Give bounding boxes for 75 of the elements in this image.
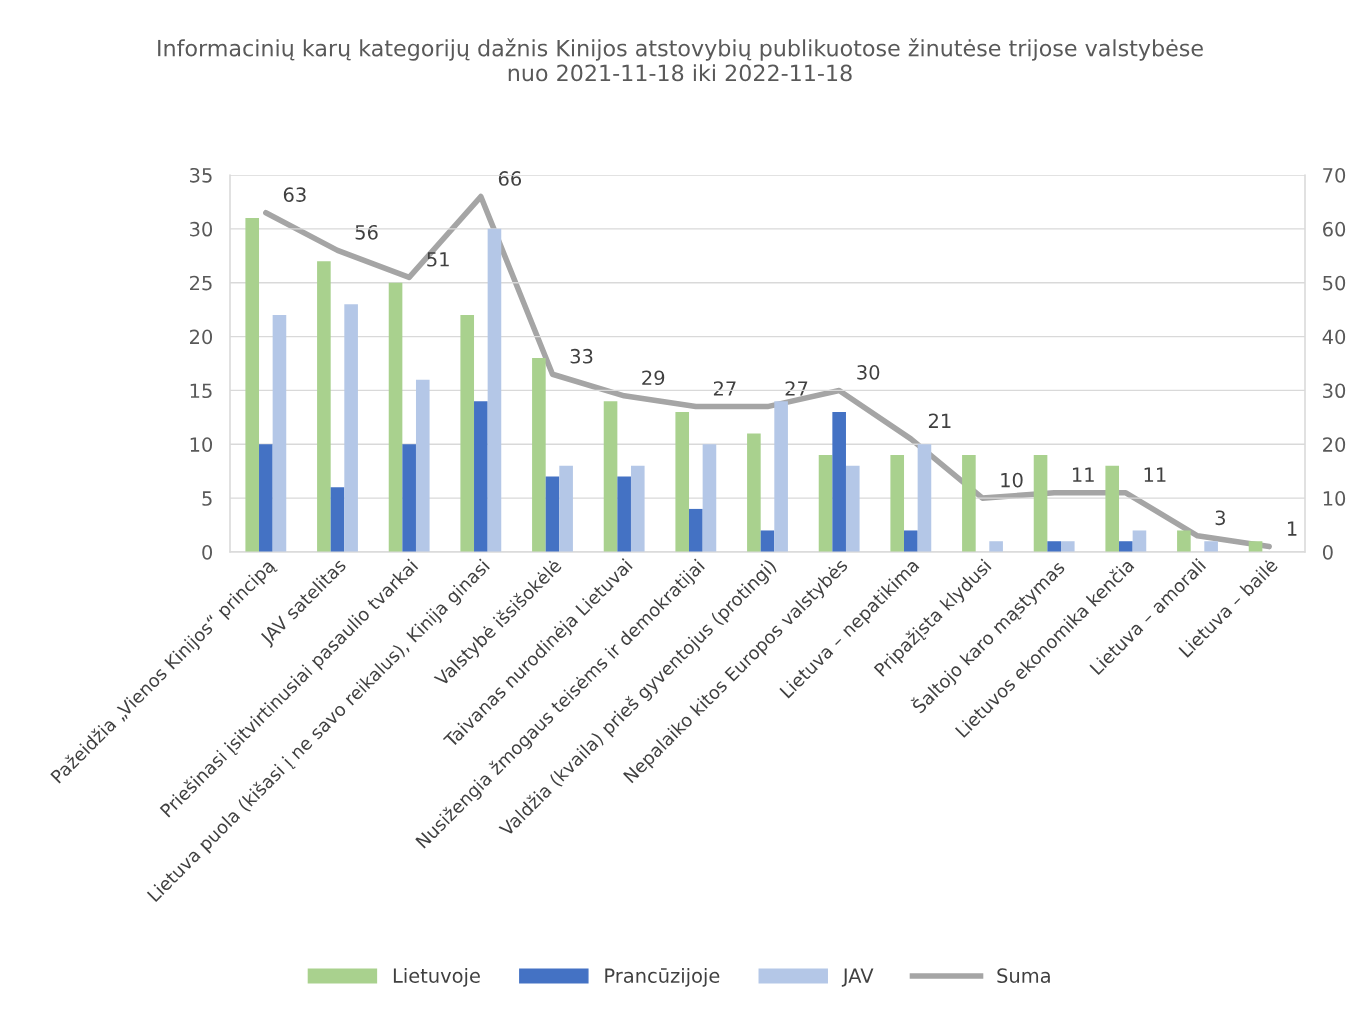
- legend-label: Lietuvoje: [393, 967, 480, 987]
- data-label: 66: [498, 171, 522, 186]
- bar: [989, 541, 1003, 552]
- bar: [1060, 541, 1075, 552]
- bar: [617, 476, 631, 552]
- y2-tick-label: 60: [1323, 221, 1346, 237]
- bar: [532, 358, 546, 552]
- data-label: 10: [1001, 472, 1023, 488]
- bar: [402, 444, 416, 552]
- bar: [259, 444, 273, 552]
- y2-tick-label: 20: [1323, 437, 1346, 452]
- y-tick-label: 10: [190, 437, 213, 452]
- data-label: 11: [1072, 467, 1094, 482]
- bar: [962, 455, 976, 552]
- bar: [1047, 541, 1061, 552]
- data-label: 21: [928, 413, 951, 428]
- y-tick-label: 25: [190, 275, 212, 291]
- data-label: 29: [642, 370, 665, 386]
- bar: [460, 315, 475, 552]
- y2-tick-label: 50: [1323, 275, 1346, 291]
- bar: [747, 433, 761, 552]
- bar: [675, 411, 690, 552]
- data-label: 33: [570, 348, 593, 364]
- y2-tick-label: 30: [1323, 383, 1346, 399]
- y-tick-label: 35: [190, 167, 212, 183]
- bar: [603, 401, 618, 552]
- bar: [1033, 455, 1048, 552]
- bar: [1119, 541, 1133, 552]
- bar: [415, 379, 430, 552]
- y-tick-label: 0: [202, 544, 213, 560]
- bar: [388, 282, 403, 552]
- y-tick-label: 5: [202, 491, 212, 506]
- bar: [487, 228, 502, 552]
- data-label: 3: [1215, 510, 1225, 526]
- bar: [344, 304, 358, 552]
- bar: [702, 444, 717, 552]
- bar: [818, 455, 833, 552]
- bar: [1105, 465, 1120, 552]
- data-label: 11: [1144, 467, 1166, 482]
- bar: [845, 465, 860, 552]
- bar: [774, 401, 788, 552]
- bar: [832, 411, 846, 552]
- bar: [559, 465, 573, 552]
- bar: [630, 465, 645, 552]
- chart-title: Informacinių karų kategorijų dažnis Kinijos atstovybių publikuotose žinutėse trijose valstybėse nuo 2021-11-18 iki 2022-11-18: [158, 38, 1203, 82]
- data-label: 63: [283, 187, 306, 202]
- bar: [1177, 530, 1191, 552]
- data-label: 51: [427, 252, 449, 267]
- y2-tick-label: 70: [1323, 167, 1346, 183]
- data-label: 30: [857, 365, 880, 380]
- y2-tick-label: 40: [1322, 329, 1346, 345]
- y-tick-label: 30: [190, 221, 213, 237]
- bar: [272, 315, 287, 552]
- data-label: 1: [1287, 521, 1297, 536]
- bar: [1132, 530, 1147, 552]
- bar: [890, 455, 905, 552]
- data-label: 56: [355, 224, 378, 240]
- bar: [330, 487, 345, 552]
- legend-label: Prancūzijoje: [605, 967, 720, 987]
- legend-label: JAV: [841, 968, 874, 987]
- bar: [474, 401, 488, 552]
- bar: [1204, 541, 1218, 552]
- y2-tick-label: 0: [1322, 544, 1333, 560]
- y2-tick-label: 10: [1323, 491, 1346, 506]
- bar: [917, 444, 932, 552]
- bar: [317, 261, 331, 552]
- y-tick-label: 15: [190, 383, 212, 399]
- bar: [904, 530, 918, 552]
- bar: [760, 530, 775, 552]
- bar: [689, 508, 703, 552]
- data-label: 27: [785, 381, 808, 396]
- legend-label: Suma: [997, 968, 1050, 984]
- bar: [245, 218, 260, 552]
- y-tick-label: 20: [190, 329, 213, 345]
- bar: [545, 476, 560, 552]
